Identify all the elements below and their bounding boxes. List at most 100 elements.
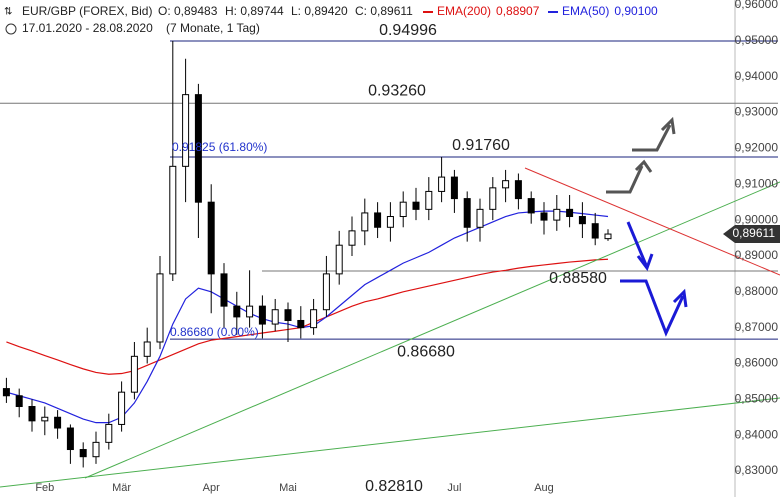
date-span: (7 Monate, 1 Tag) xyxy=(166,21,260,35)
x-tick-label: Apr xyxy=(203,482,220,494)
candle-body xyxy=(578,216,586,225)
y-tick-label: 0,96000 xyxy=(735,0,779,11)
candle-body xyxy=(450,176,458,200)
symbol: EUR/GBP (FOREX, Bid) xyxy=(22,4,152,18)
candle-body xyxy=(335,244,343,275)
quote-value: C: 0,89611 xyxy=(355,4,413,18)
candle-body xyxy=(207,201,215,275)
quote-value: O: 0,89483 xyxy=(158,4,218,18)
candle-body xyxy=(284,309,292,321)
arrow xyxy=(606,165,644,194)
date-range: 17.01.2020 - 28.08.2020 xyxy=(22,21,153,35)
trendline xyxy=(0,397,780,488)
candle-body xyxy=(502,180,510,189)
icon: ⇅ xyxy=(4,7,12,18)
fib-label: 0.86680 (0.00%) xyxy=(170,325,259,339)
y-tick-label: 0,83000 xyxy=(735,463,779,477)
candle-body xyxy=(41,416,49,422)
y-tick-label: 0,86000 xyxy=(735,356,779,370)
candle-body xyxy=(412,201,420,210)
candle-body xyxy=(233,305,241,318)
candle-body xyxy=(553,208,561,221)
legend-label: EMA(200) xyxy=(437,4,491,18)
level-label: 0.91760 xyxy=(452,137,510,154)
fib-label: 0.91825 (61.80%) xyxy=(172,140,267,154)
candle-body xyxy=(66,427,74,451)
arrow xyxy=(632,124,672,152)
candle-body xyxy=(514,180,522,200)
candle-body xyxy=(258,305,266,325)
candle-body xyxy=(591,223,599,239)
candle-body xyxy=(476,208,484,228)
level-label: 0.88580 xyxy=(549,270,607,287)
y-tick-label: 0,90000 xyxy=(735,212,779,226)
arrow xyxy=(660,116,676,135)
candle-body xyxy=(118,391,126,425)
candle-body xyxy=(527,198,535,214)
candle-body xyxy=(79,449,87,458)
candle-body xyxy=(297,319,305,329)
candle-body xyxy=(169,165,177,275)
arrows xyxy=(606,116,688,337)
candle-body xyxy=(566,208,574,218)
legend-label: EMA(50) xyxy=(562,4,609,18)
icon xyxy=(5,23,17,35)
price-marker xyxy=(723,225,780,244)
trendline xyxy=(84,181,780,479)
candle-body xyxy=(220,273,228,307)
y-tick-label: 0,87000 xyxy=(735,320,779,334)
candle-body xyxy=(271,309,279,325)
y-tick-label: 0,94000 xyxy=(735,69,779,83)
candle-body xyxy=(348,230,356,246)
level-label: 0.94996 xyxy=(379,22,437,39)
candle-body xyxy=(15,395,23,408)
candle-body xyxy=(374,212,382,228)
candle-body xyxy=(310,309,318,329)
candle-body xyxy=(604,233,612,240)
x-tick-label: Aug xyxy=(534,482,554,494)
y-tick-label: 0,92000 xyxy=(735,141,779,155)
arrow xyxy=(634,159,653,173)
arrow xyxy=(626,221,648,266)
price-marker-label: 0,89611 xyxy=(733,226,776,240)
candle-body xyxy=(322,273,330,311)
x-tick-label: Feb xyxy=(35,482,54,494)
y-tick-label: 0,88000 xyxy=(735,284,779,298)
level-label: 0.82810 xyxy=(365,478,423,495)
legend: EMA(200) 0,88907 EMA(50) 0,90100 xyxy=(423,4,658,18)
x-tick-label: Mai xyxy=(279,482,297,494)
quote: O: 0,89483 H: 0,89744 L: 0,89420 C: 0,89611… xyxy=(4,4,413,35)
trendline xyxy=(524,167,780,276)
candle-body xyxy=(246,305,254,318)
candle-body xyxy=(386,216,394,228)
y-tick-label: 0,84000 xyxy=(735,427,779,441)
level-label: 0.86680 xyxy=(397,343,455,360)
y-tick-label: 0,95000 xyxy=(735,33,779,47)
arrow xyxy=(672,288,688,308)
x-tick-label: Jul xyxy=(447,482,461,494)
ema-line xyxy=(6,210,609,424)
candle-body xyxy=(28,406,36,422)
candle-body xyxy=(156,273,164,343)
candle-body xyxy=(143,341,151,357)
candle-body xyxy=(425,190,433,210)
y-tick-label: 0,89000 xyxy=(735,248,779,262)
arrow xyxy=(636,253,654,272)
y-tick-label: 0,91000 xyxy=(735,176,779,190)
quote-value: H: 0,89744 xyxy=(225,4,284,18)
legend-value: 0,90100 xyxy=(614,4,658,18)
quote-value: L: 0,89420 xyxy=(291,4,348,18)
candle-body xyxy=(540,212,548,221)
y-tick-label: 0,85000 xyxy=(735,392,779,406)
candle-body xyxy=(489,187,497,210)
candle-body xyxy=(92,441,100,458)
legend-value: 0,88907 xyxy=(496,4,540,18)
candle-body xyxy=(54,416,62,429)
candle-body xyxy=(194,94,202,203)
candle-body xyxy=(438,176,446,192)
candle-body xyxy=(463,198,471,228)
ema-line xyxy=(6,258,609,375)
x-tick-label: Mär xyxy=(112,482,131,494)
